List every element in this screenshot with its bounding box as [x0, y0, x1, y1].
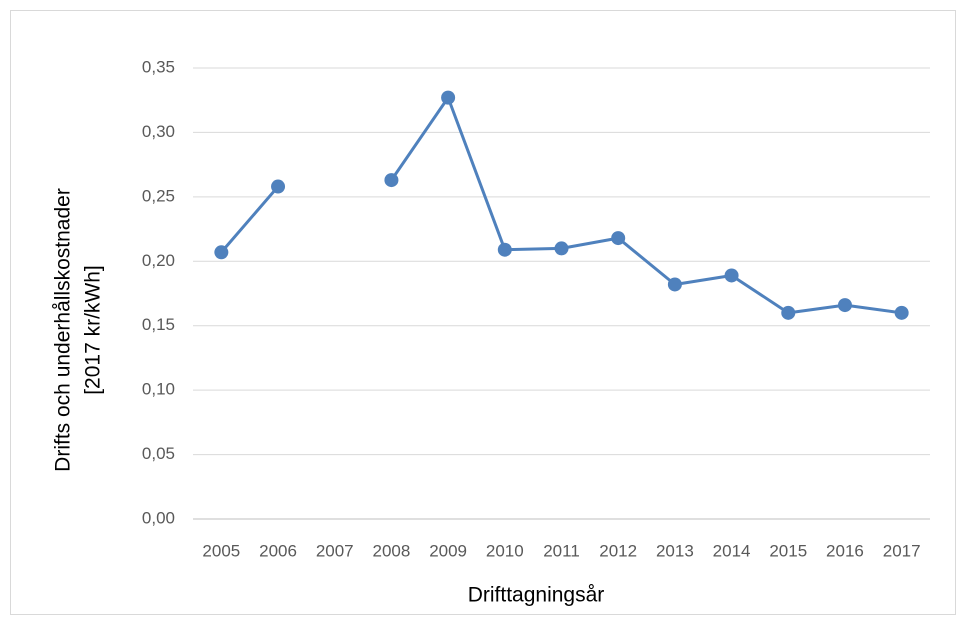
data-point: [554, 241, 569, 256]
x-axis-title: Drifttagningsår: [468, 584, 605, 607]
y-tick-label: 0,10: [142, 380, 175, 399]
y-tick-label: 0,05: [142, 444, 175, 463]
data-point: [497, 242, 512, 257]
data-point: [271, 179, 286, 194]
data-point: [667, 277, 682, 292]
x-tick-label: 2008: [373, 541, 411, 560]
x-tick-label: 2010: [486, 541, 524, 560]
y-tick-label: 0,20: [142, 251, 175, 270]
x-tick-label: 2017: [883, 541, 921, 560]
data-point: [837, 298, 852, 313]
x-tick-label: 2009: [429, 541, 467, 560]
x-tick-label: 2011: [543, 541, 580, 560]
data-line: [220, 96, 902, 315]
x-tick-label: 2006: [259, 541, 297, 560]
data-point: [781, 305, 796, 320]
chart-frame: [10, 10, 956, 615]
y-axis-title: [2017 kr/kWh]: [82, 265, 105, 395]
y-tick-label: 0,30: [142, 122, 175, 141]
y-tick-label: 0,00: [142, 508, 175, 527]
x-tick-label: 2015: [769, 541, 807, 560]
y-tick-label: 0,35: [142, 57, 175, 76]
data-point: [384, 173, 399, 188]
x-tick-label: 2013: [656, 541, 694, 560]
y-tick-label: 0,15: [142, 315, 175, 334]
y-axis-title: Drifts och underhållskostnader: [52, 188, 75, 472]
data-point: [214, 245, 229, 260]
x-tick-label: 2016: [826, 541, 864, 560]
y-tick-label: 0,25: [142, 186, 175, 205]
data-point: [441, 90, 456, 105]
x-tick-label: 2005: [202, 541, 240, 560]
data-point: [724, 268, 739, 283]
data-point: [611, 231, 626, 246]
x-tick-label: 2007: [316, 541, 354, 560]
x-tick-label: 2012: [599, 541, 637, 560]
x-tick-label: 2014: [713, 541, 751, 560]
data-point: [894, 305, 909, 320]
